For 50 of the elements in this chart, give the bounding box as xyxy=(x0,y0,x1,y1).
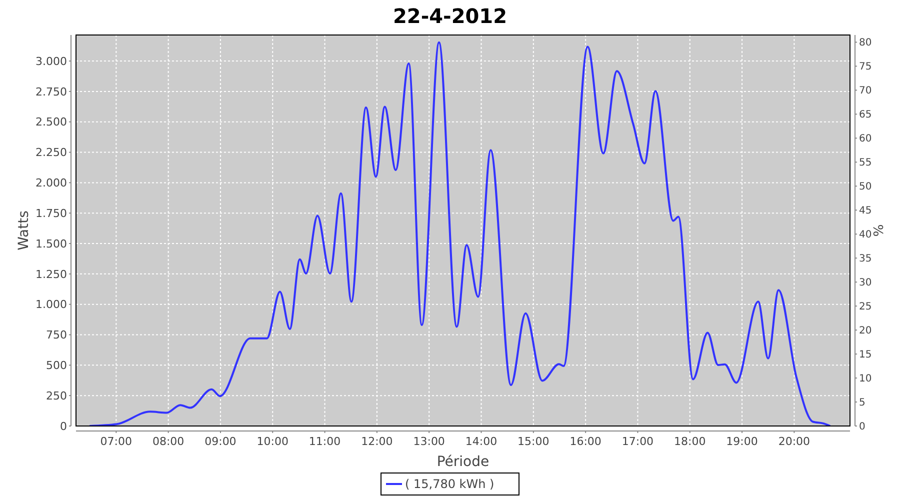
x-tick-label: 19:00 xyxy=(726,435,758,448)
y2-tick-label: 25 xyxy=(859,302,872,313)
y2-tick-label: 45 xyxy=(859,206,872,217)
line-series xyxy=(88,41,832,426)
x-tick-label: 17:00 xyxy=(622,435,654,448)
y-tick-label: 2.250 xyxy=(36,146,67,160)
y2-tick-label: 40 xyxy=(859,230,872,241)
legend-label: ( 15,780 kWh ) xyxy=(405,477,494,492)
y2-tick-label: 60 xyxy=(859,134,872,145)
chart-title: 22-4-2012 xyxy=(392,4,508,28)
y2-axis-title: % xyxy=(872,224,887,237)
x-tick-label: 20:00 xyxy=(778,435,810,448)
y-tick-label: 1.500 xyxy=(36,237,67,250)
y-tick-label: 2.500 xyxy=(36,116,67,129)
y2-tick-label: 80 xyxy=(859,38,872,49)
y-tick-label: 1.250 xyxy=(36,268,67,281)
x-tick-label: 10:00 xyxy=(256,435,288,448)
x-tick-label: 13:00 xyxy=(413,435,445,448)
y2-tick-label: 75 xyxy=(859,62,872,73)
y-tick-label: 2.000 xyxy=(36,176,67,190)
x-axis-title: Période xyxy=(436,454,490,470)
y2-tick-label: 65 xyxy=(859,110,872,121)
y2-tick-label: 30 xyxy=(859,278,872,289)
y-tick-label: 2.750 xyxy=(36,85,67,98)
y2-tick-label: 20 xyxy=(859,326,872,337)
x-tick-label: 08:00 xyxy=(152,435,184,448)
x-tick-label: 11:00 xyxy=(308,435,341,448)
y2-tick-label: 0 xyxy=(859,422,866,432)
y-tick-label: 250 xyxy=(46,389,67,402)
x-tick-label: 14:00 xyxy=(465,435,498,448)
x-tick-label: 15:00 xyxy=(518,435,550,448)
y-tick-label: 750 xyxy=(46,328,67,342)
y2-tick-label: 50 xyxy=(859,182,872,193)
x-tick-label: 18:00 xyxy=(674,435,706,448)
y-axis-title: Watts xyxy=(16,210,32,250)
y-tick-label: 1.000 xyxy=(36,298,67,312)
x-tick-label: 09:00 xyxy=(204,435,236,448)
x-tick-label: 07:00 xyxy=(100,435,132,448)
y-tick-label: 0 xyxy=(60,420,67,433)
y2-tick-label: 15 xyxy=(859,350,872,361)
y-tick-label: 1.750 xyxy=(36,206,67,220)
y2-tick-label: 35 xyxy=(859,254,872,265)
y-tick-label: 3.000 xyxy=(36,54,67,68)
y2-tick-label: 70 xyxy=(859,86,872,97)
x-tick-label: 12:00 xyxy=(361,435,393,448)
x-tick-label: 16:00 xyxy=(570,435,602,448)
y-tick-label: 500 xyxy=(46,359,67,372)
y2-tick-label: 10 xyxy=(859,374,872,385)
y2-tick-label: 55 xyxy=(859,158,872,169)
y2-tick-label: 5 xyxy=(859,398,866,409)
